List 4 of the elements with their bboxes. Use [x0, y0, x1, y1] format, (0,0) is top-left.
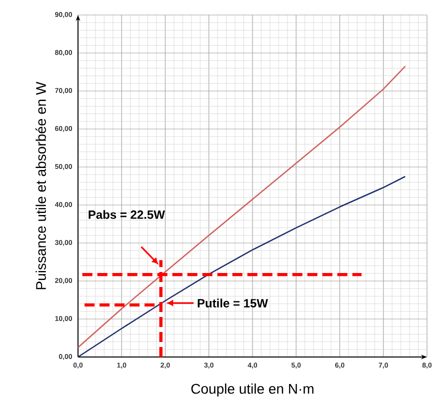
annotation: Putile = 15W [198, 298, 268, 308]
y-axis-title: Puissance utile et absorbée en W [35, 82, 46, 290]
annotation: Pabs = 22.5W [88, 210, 165, 219]
x-axis-title: Couple utile en N·m [191, 384, 314, 397]
